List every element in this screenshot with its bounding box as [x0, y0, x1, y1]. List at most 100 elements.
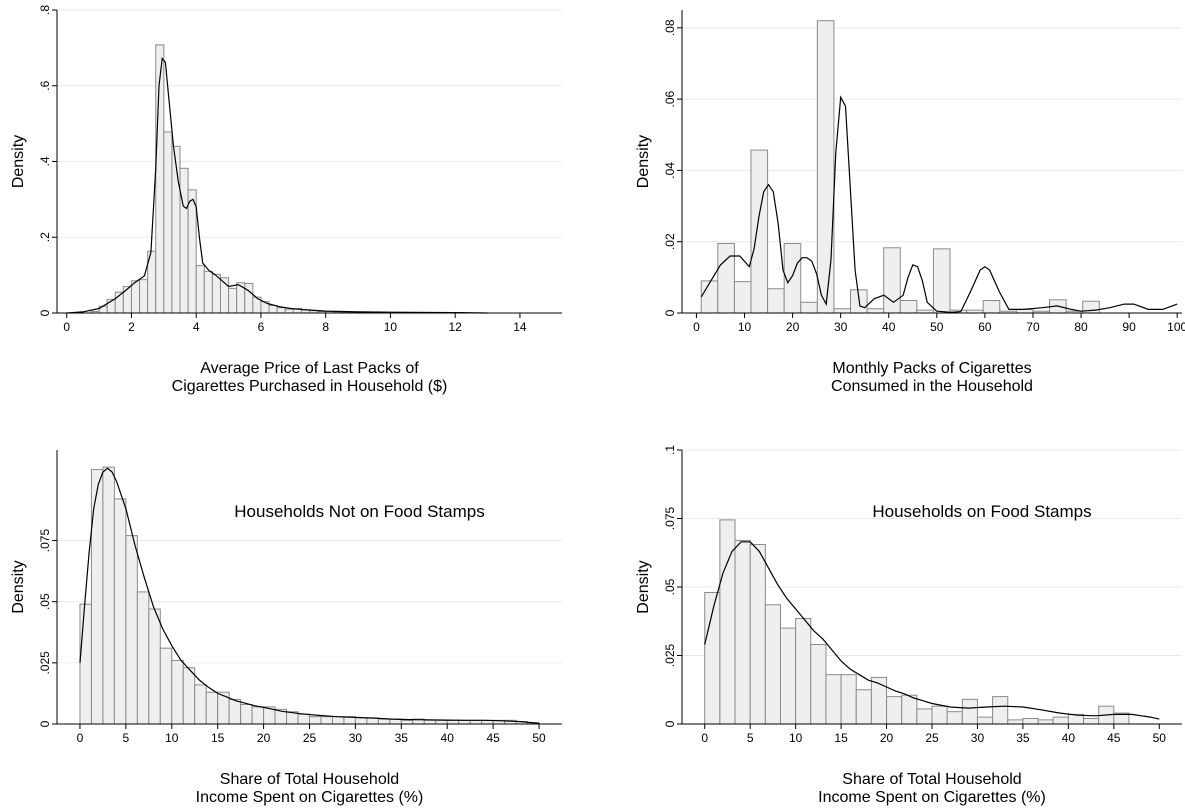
y-tick-label: .8	[38, 5, 52, 15]
histogram-bar	[840, 674, 857, 725]
histogram-bar	[750, 149, 769, 314]
histogram-bar	[377, 718, 391, 725]
y-axis-title: Density	[10, 135, 27, 188]
histogram-bar	[1083, 718, 1100, 725]
panel-3: 0 5 10 15 20 25 30 35 40 45 50 0 .025 .05 .075 Density S…	[10, 450, 562, 806]
histogram-bar	[1007, 719, 1024, 725]
x-axis-title-line: Share of Total Household	[220, 771, 399, 788]
histogram-bar	[931, 705, 948, 725]
density-curve	[66, 57, 488, 314]
x-tick-label: 50	[1153, 731, 1167, 745]
density-curve	[79, 467, 540, 724]
histogram-bar	[171, 145, 181, 314]
y-tick-label: .1	[663, 445, 677, 455]
x-axis-title-line: Income Spent on Cigarettes (%)	[818, 789, 1046, 806]
y-tick-label: .05	[38, 593, 52, 610]
histogram-bar	[122, 285, 132, 314]
histogram-bar	[179, 167, 189, 314]
x-tick-label: 90	[1122, 320, 1136, 334]
histogram-bar	[163, 131, 173, 314]
histogram-bar	[240, 703, 253, 725]
y-tick-label: 0	[38, 309, 52, 316]
histogram-bar	[182, 667, 196, 725]
histogram-bar	[148, 608, 161, 725]
x-tick-label: 80	[1074, 320, 1088, 334]
x-tick-label: 5	[747, 731, 754, 745]
histogram-bar	[171, 659, 184, 725]
y-tick-label: .025	[663, 643, 677, 667]
histogram-bar	[982, 300, 1001, 314]
histogram-bar	[866, 308, 885, 314]
x-tick-label: 10	[384, 320, 398, 334]
histogram-bar	[130, 280, 141, 314]
histogram-bar	[901, 694, 918, 725]
y-tick-label: .06	[663, 90, 677, 107]
x-tick-label: 45	[1107, 731, 1121, 745]
x-tick-label: 4	[193, 320, 200, 334]
x-tick-label: 10	[165, 731, 179, 745]
x-tick-label: 20	[880, 731, 894, 745]
density-curve	[700, 95, 1178, 313]
histogram-bar	[717, 242, 735, 314]
x-tick-label: 35	[1016, 731, 1030, 745]
x-tick-label: 15	[834, 731, 848, 745]
histogram-bar	[435, 719, 448, 725]
histogram-bar	[961, 698, 978, 725]
x-axis-title-line: Monthly Packs of Cigarettes	[832, 360, 1031, 377]
x-axis-title-line: Income Spent on Cigarettes (%)	[196, 789, 424, 806]
histogram-bar	[700, 280, 719, 314]
x-tick-label: 25	[925, 731, 939, 745]
density-curve	[704, 541, 1160, 720]
panel-2: 0 10 20 30 40 50 60 70 80 90 100 0 .02 .04 .06 .08 Densi…	[635, 10, 1185, 395]
y-tick-label: .08	[663, 19, 677, 36]
x-tick-label: 45	[486, 731, 500, 745]
y-tick-label: .2	[38, 232, 52, 242]
histogram-bar	[155, 44, 165, 314]
x-tick-label: 6	[258, 320, 265, 334]
histogram-bar	[136, 591, 150, 725]
histogram-bar	[899, 300, 918, 314]
histogram-bar	[825, 674, 842, 725]
y-tick-label: 0	[38, 720, 52, 727]
histogram-bar	[159, 647, 173, 725]
histogram-bar	[211, 273, 221, 314]
x-tick-label: 50	[930, 320, 944, 334]
x-tick-label: 20	[786, 320, 800, 334]
histogram-bar	[800, 301, 818, 314]
x-tick-label: 0	[701, 731, 708, 745]
histogram-bar	[79, 603, 92, 725]
x-tick-label: 40	[882, 320, 896, 334]
histogram-bar	[932, 248, 951, 314]
x-axis-title-line: Average Price of Last Packs of	[200, 360, 419, 377]
histogram-bar	[90, 469, 104, 725]
histogram-bar	[1052, 716, 1069, 725]
x-tick-label: 30	[349, 731, 363, 745]
x-axis-title-line: Consumed in the Household	[831, 378, 1033, 395]
y-tick-label: .4	[38, 156, 52, 166]
x-tick-label: 40	[1062, 731, 1076, 745]
y-tick-label: 0	[663, 309, 677, 316]
y-tick-label: .6	[38, 80, 52, 90]
x-tick-label: 14	[513, 320, 527, 334]
panel-4: 0 5 10 15 20 25 30 35 40 45 50 0 .025 .05 .075 .1 Densit…	[635, 445, 1182, 806]
y-axis-title: Density	[635, 560, 652, 613]
histogram-bar	[309, 716, 322, 725]
histogram-bar	[883, 247, 901, 314]
y-tick-label: .05	[663, 578, 677, 595]
x-tick-label: 30	[971, 731, 985, 745]
x-tick-label: 50	[532, 731, 546, 745]
histogram-bar	[1037, 719, 1054, 725]
y-tick-label: .02	[663, 233, 677, 250]
histogram-bar	[886, 696, 903, 725]
histogram-bar	[767, 288, 785, 314]
histogram-bar	[228, 287, 238, 314]
histogram-bar	[855, 689, 872, 725]
x-tick-label: 2	[128, 320, 135, 334]
x-tick-label: 10	[789, 731, 803, 745]
x-tick-label: 0	[77, 731, 84, 745]
x-tick-label: 5	[123, 731, 130, 745]
x-tick-label: 100	[1167, 320, 1185, 334]
histogram-bar	[870, 676, 888, 725]
histogram-bar	[764, 604, 781, 725]
x-axis-title-line: Share of Total Household	[842, 771, 1021, 788]
